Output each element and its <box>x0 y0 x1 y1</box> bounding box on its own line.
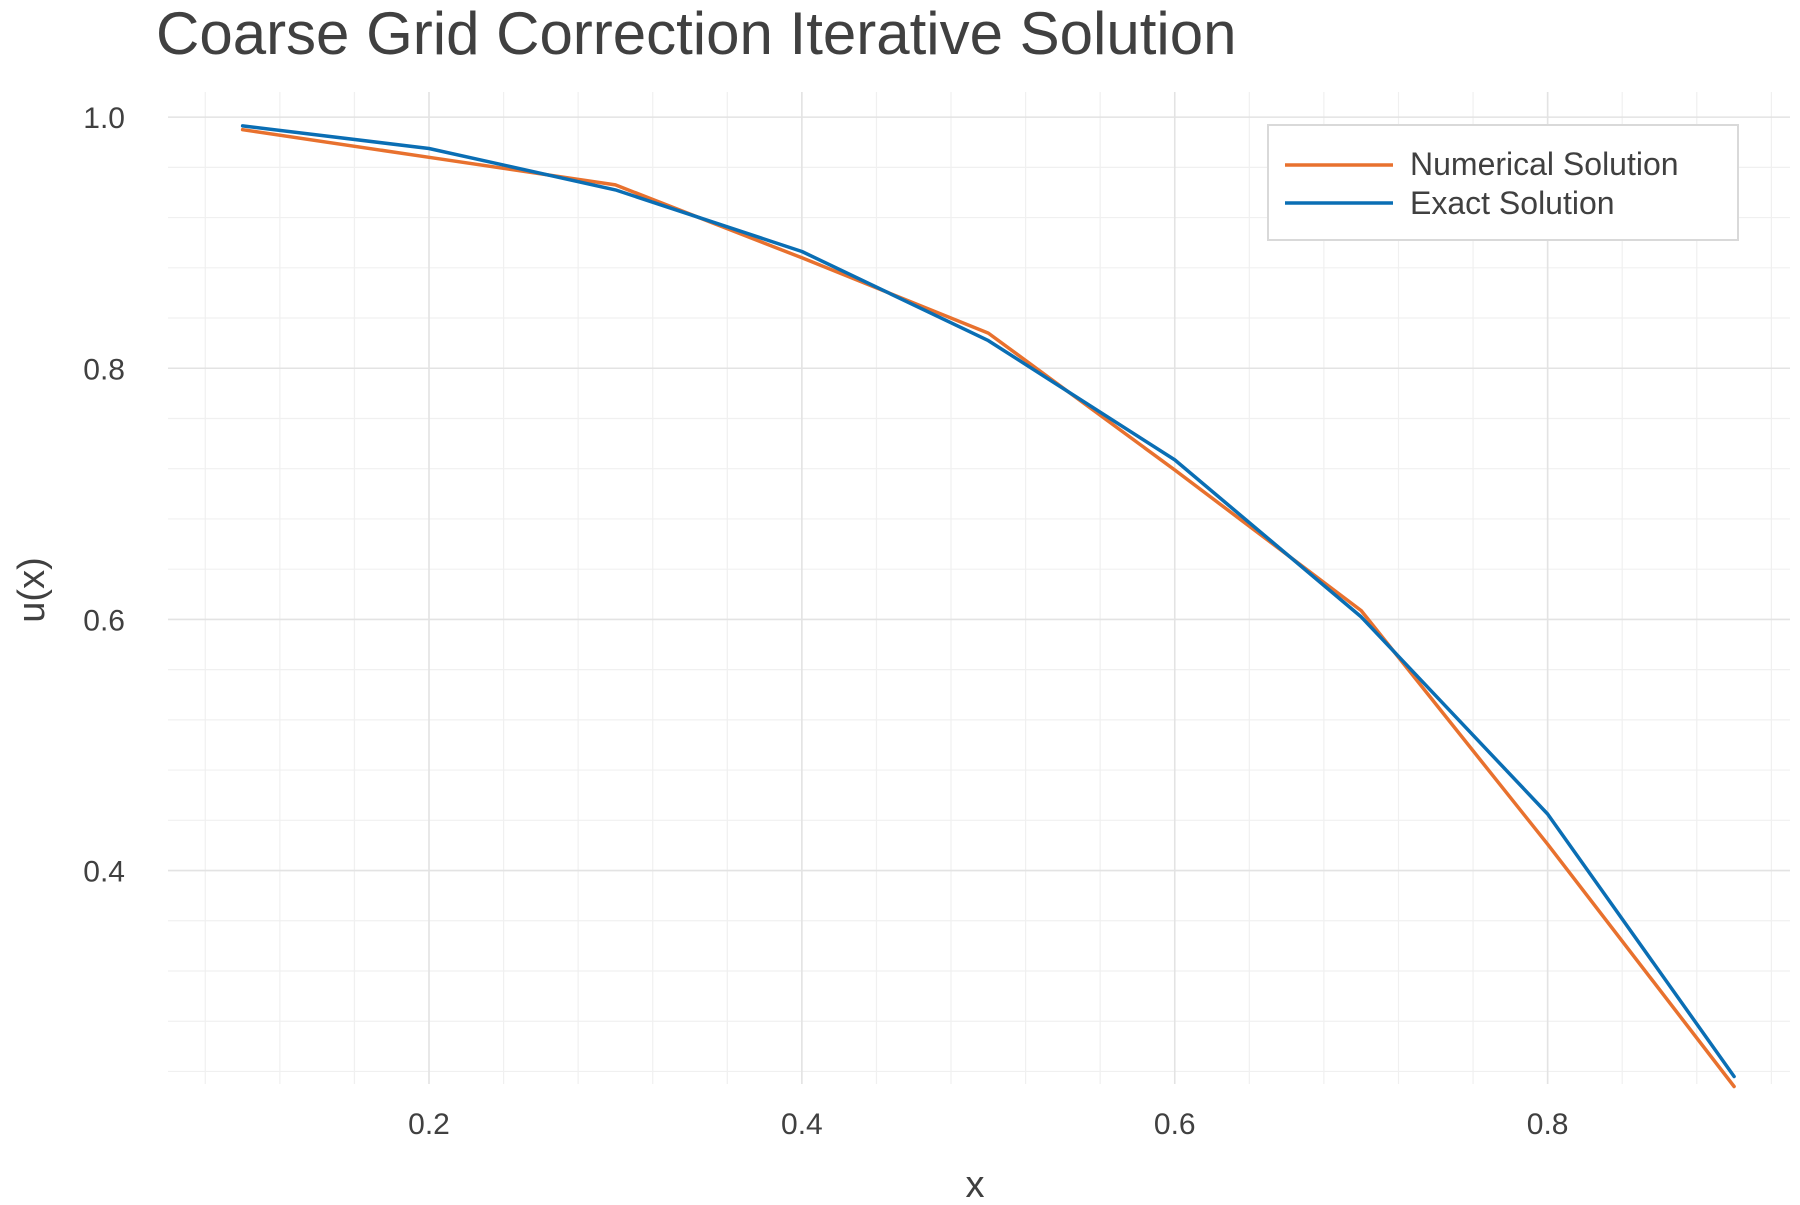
x-tick-label: 0.8 <box>1527 1108 1569 1141</box>
x-axis-label: x <box>966 1164 985 1200</box>
major-grid <box>168 92 1790 1084</box>
legend-box <box>1267 124 1739 241</box>
series-line-numerical-solution <box>240 127 1736 1089</box>
x-tick-label: 0.6 <box>1154 1108 1196 1141</box>
legend-label-numerical: Numerical Solution <box>1410 146 1679 182</box>
y-tick-label: 1.0 <box>83 102 125 135</box>
x-tick-label: 0.4 <box>781 1108 823 1141</box>
legend-label-exact: Exact Solution <box>1410 185 1615 221</box>
legend: Numerical Solution Exact Solution <box>1267 124 1739 241</box>
series-lines <box>240 124 1736 1089</box>
series-line-exact-solution <box>240 124 1736 1079</box>
x-tick-label: 0.2 <box>408 1108 450 1141</box>
y-axis-label: u(x) <box>11 557 53 622</box>
tick-labels: 0.2 0.4 0.6 0.8 0.4 0.6 0.8 1.0 <box>83 102 1568 1141</box>
y-tick-label: 0.6 <box>83 604 125 637</box>
y-tick-label: 0.8 <box>83 353 125 386</box>
y-tick-label: 0.4 <box>83 856 125 889</box>
chart-title: Coarse Grid Correction Iterative Solutio… <box>156 0 1236 67</box>
